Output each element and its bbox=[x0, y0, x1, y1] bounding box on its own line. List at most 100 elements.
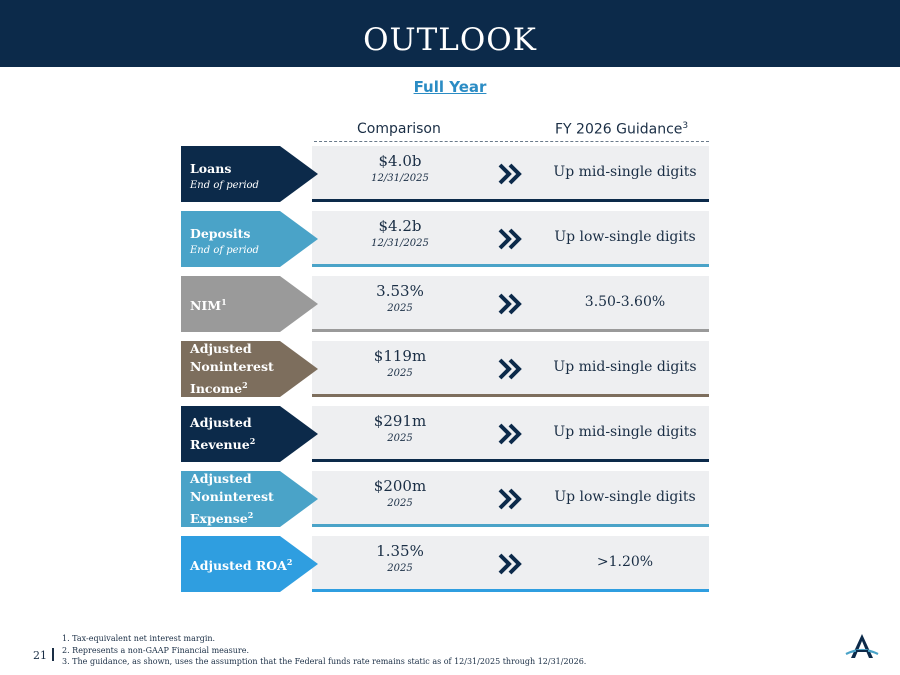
double-chevron-right-icon bbox=[498, 423, 522, 445]
page-title: OUTLOOK bbox=[363, 22, 537, 58]
guidance-value: Up mid-single digits bbox=[553, 164, 697, 180]
outlook-row: Deposits End of period $4.2b 12/31/2025 Up l… bbox=[0, 211, 900, 267]
guidance-label: FY 2026 Guidance bbox=[555, 121, 683, 138]
row-underline bbox=[312, 329, 709, 332]
double-chevron-right-icon bbox=[498, 488, 522, 510]
metric-name-text: Adjusted ROA bbox=[190, 558, 287, 574]
guidance-value: Up low-single digits bbox=[554, 229, 696, 245]
outlook-row: Loans End of period $4.0b 12/31/2025 Up mid-… bbox=[0, 146, 900, 202]
comparison-period: 2025 bbox=[387, 563, 413, 574]
comparison-value: 3.53% bbox=[376, 282, 424, 300]
page-number: 21 bbox=[33, 649, 47, 662]
footnote-1: 1. Tax-equivalent net interest margin. bbox=[62, 634, 216, 643]
metric-name: Loans bbox=[190, 156, 308, 178]
double-chevron-right-icon bbox=[498, 358, 522, 380]
column-header-guidance: FY 2026 Guidance3 bbox=[555, 121, 688, 138]
row-underline bbox=[312, 394, 709, 397]
metric-label-tab: Deposits End of period bbox=[181, 211, 318, 267]
row-underline bbox=[312, 524, 709, 527]
comparison-period: 2025 bbox=[387, 303, 413, 314]
metric-label-tab: Adjusted ROA2 bbox=[181, 536, 318, 592]
metric-footnote-ref: 2 bbox=[286, 556, 293, 567]
row-band bbox=[312, 471, 709, 524]
comparison-value: 1.35% bbox=[376, 542, 424, 560]
metric-footnote-ref: 2 bbox=[247, 509, 254, 520]
outlook-row: Adjusted ROA2 1.35% 2025 >1.20% bbox=[0, 536, 900, 592]
metric-name-text: Adjusted Revenue bbox=[190, 414, 252, 453]
outlook-row: Adjusted Revenue2 $291m 2025 Up mid-single … bbox=[0, 406, 900, 462]
comparison-period: 12/31/2025 bbox=[371, 173, 429, 184]
comparison-cell: $4.2b 12/31/2025 bbox=[340, 215, 460, 250]
comparison-value: $291m bbox=[373, 412, 427, 430]
metric-name: Adjusted ROA2 bbox=[190, 553, 308, 575]
row-band bbox=[312, 536, 709, 589]
metric-name: Adjusted Revenue2 bbox=[190, 414, 308, 454]
row-band bbox=[312, 146, 709, 199]
row-band bbox=[312, 406, 709, 459]
row-band bbox=[312, 341, 709, 394]
metric-name-text: NIM bbox=[190, 298, 222, 314]
header-divider bbox=[314, 141, 709, 142]
row-underline bbox=[312, 199, 709, 202]
column-header-comparison: Comparison bbox=[357, 121, 441, 137]
subtitle: Full Year bbox=[413, 78, 487, 96]
metric-name: NIM1 bbox=[190, 293, 308, 315]
comparison-period: 2025 bbox=[387, 498, 413, 509]
footnotes: 1. Tax-equivalent net interest margin. 2… bbox=[62, 633, 586, 668]
metric-label-tab: Adjusted Noninterest Expense2 bbox=[181, 471, 318, 527]
double-chevron-right-icon bbox=[498, 228, 522, 250]
metric-label-tab: Adjusted Revenue2 bbox=[181, 406, 318, 462]
comparison-value: $4.0b bbox=[378, 152, 422, 170]
outlook-row: Adjusted Noninterest Expense2 $200m 2025 Up… bbox=[0, 471, 900, 527]
header-bar: OUTLOOK bbox=[0, 0, 900, 67]
comparison-cell: 3.53% 2025 bbox=[340, 280, 460, 315]
metric-label-tab: Loans End of period bbox=[181, 146, 318, 202]
double-chevron-right-icon bbox=[498, 553, 522, 575]
guidance-value: >1.20% bbox=[596, 554, 654, 570]
footnote-2: 2. Represents a non-GAAP Financial measu… bbox=[62, 645, 250, 655]
page-number-divider bbox=[52, 648, 54, 661]
comparison-cell: $200m 2025 bbox=[340, 475, 460, 510]
double-chevron-right-icon bbox=[498, 293, 522, 315]
comparison-value: $200m bbox=[373, 477, 427, 495]
comparison-period: 2025 bbox=[387, 433, 413, 444]
double-chevron-right-icon bbox=[498, 163, 522, 185]
guidance-value: 3.50-3.60% bbox=[584, 294, 666, 310]
outlook-row: NIM1 3.53% 2025 3.50-3.60% bbox=[0, 276, 900, 332]
guidance-value: Up low-single digits bbox=[554, 489, 696, 505]
row-band bbox=[312, 211, 709, 264]
metric-name: Adjusted Noninterest Expense2 bbox=[190, 470, 308, 527]
metric-label-tab: Adjusted Noninterest Income2 bbox=[181, 341, 318, 397]
guidance-footnote-ref: 3 bbox=[682, 121, 689, 131]
comparison-label: Comparison bbox=[357, 121, 441, 137]
metric-name-text: Deposits bbox=[190, 226, 251, 242]
footnote-3: 3. The guidance, as shown, uses the assu… bbox=[62, 657, 587, 666]
guidance-value: Up mid-single digits bbox=[553, 359, 697, 375]
metric-name-text: Adjusted Noninterest Expense bbox=[190, 470, 274, 527]
row-underline bbox=[312, 264, 709, 267]
metric-footnote-ref: 1 bbox=[221, 296, 227, 307]
comparison-cell: $4.0b 12/31/2025 bbox=[340, 150, 460, 185]
comparison-cell: 1.35% 2025 bbox=[340, 540, 460, 575]
metric-subtext: End of period bbox=[190, 244, 259, 256]
metric-name: Deposits bbox=[190, 221, 308, 243]
metric-footnote-ref: 2 bbox=[242, 379, 248, 390]
company-logo-a-icon bbox=[845, 634, 879, 658]
comparison-value: $119m bbox=[373, 347, 427, 365]
comparison-value: $4.2b bbox=[378, 217, 422, 235]
metric-name: Adjusted Noninterest Income2 bbox=[190, 340, 308, 397]
metric-label-tab: NIM1 bbox=[181, 276, 318, 332]
row-underline bbox=[312, 589, 709, 592]
metric-name-text: Adjusted Noninterest Income bbox=[190, 340, 274, 397]
metric-footnote-ref: 2 bbox=[249, 435, 256, 446]
comparison-period: 12/31/2025 bbox=[371, 238, 429, 249]
comparison-period: 2025 bbox=[387, 368, 413, 379]
comparison-cell: $291m 2025 bbox=[340, 410, 460, 445]
comparison-cell: $119m 2025 bbox=[340, 345, 460, 380]
row-underline bbox=[312, 459, 709, 462]
guidance-value: Up mid-single digits bbox=[553, 424, 697, 440]
metric-name-text: Loans bbox=[190, 161, 232, 177]
metric-subtext: End of period bbox=[190, 179, 259, 191]
row-band bbox=[312, 276, 709, 329]
outlook-row: Adjusted Noninterest Income2 $119m 2025 Up … bbox=[0, 341, 900, 397]
